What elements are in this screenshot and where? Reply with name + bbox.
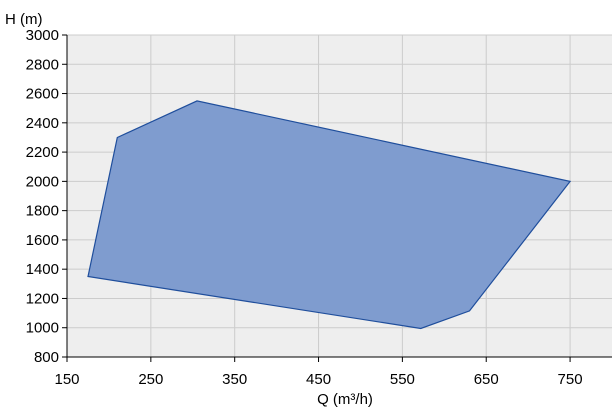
x-tick-label-550: 550	[390, 371, 415, 388]
y-tick-label-1800: 1800	[26, 203, 59, 220]
x-tick-label-750: 750	[558, 371, 583, 388]
x-tick-label-250: 250	[138, 371, 163, 388]
x-tick-label-650: 650	[474, 371, 499, 388]
x-tick-label-450: 450	[306, 371, 331, 388]
y-tick-label-1200: 1200	[26, 290, 59, 307]
series-layer	[87, 100, 572, 330]
x-axis-title: Q (m³/h)	[317, 391, 373, 408]
y-tick-label-3000: 3000	[26, 27, 59, 44]
y-tick-label-2200: 2200	[26, 144, 59, 161]
x-tick-label-350: 350	[222, 371, 247, 388]
y-tick-label-800: 800	[34, 349, 59, 366]
y-tick-label-2600: 2600	[26, 86, 59, 103]
tick-labels: 800 1000 1200 1400 1600 1800 2000 2200 2400 2600 2…	[26, 27, 583, 388]
y-tick-label-1600: 1600	[26, 232, 59, 249]
y-tick-label-2800: 2800	[26, 56, 59, 73]
y-tick-label-1000: 1000	[26, 320, 59, 337]
x-tick-label-150: 150	[54, 371, 79, 388]
y-tick-label-1400: 1400	[26, 261, 59, 278]
operating-envelope-area-0	[87, 100, 572, 330]
y-tick-label-2000: 2000	[26, 173, 59, 190]
y-tick-label-2400: 2400	[26, 115, 59, 132]
y-axis-title: H (m)	[5, 11, 43, 28]
axes	[62, 34, 612, 362]
